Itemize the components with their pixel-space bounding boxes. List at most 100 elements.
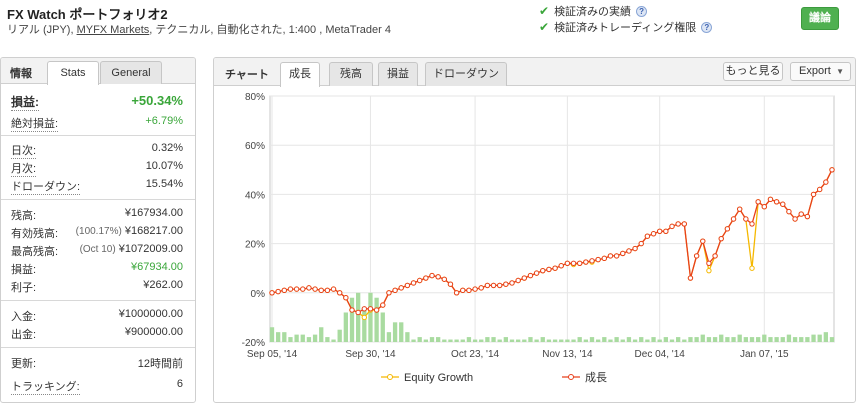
growth-point (675, 221, 681, 227)
stat-value: 12時間前 (137, 358, 183, 370)
bar (743, 337, 748, 342)
bar (614, 337, 619, 342)
stat-label[interactable]: トラッキング: (11, 378, 80, 395)
growth-point (626, 248, 632, 254)
stat-label: 入金: (11, 311, 37, 323)
chart-panel: チャート 成長 残高 損益 ドローダウン もっと見る Export ▼ 80% 60… (213, 57, 856, 403)
stat-withdrawals: 出金: ¥900000.00 (11, 326, 183, 342)
tab-drawdown[interactable]: ドローダウン (425, 62, 507, 86)
bar (294, 334, 299, 342)
stat-label: 最高残高: (11, 246, 59, 258)
tab-stats[interactable]: Stats (47, 61, 99, 85)
tab-balance[interactable]: 残高 (329, 62, 373, 86)
verified-track-record: ✔ 検証済みの実績 ? (539, 3, 648, 19)
growth-point (816, 186, 823, 193)
bar (528, 337, 533, 342)
bar (331, 339, 336, 342)
bar (676, 337, 681, 342)
bar (817, 334, 822, 342)
growth-point (613, 253, 620, 259)
x-tick-label: Oct 23, '14 (451, 349, 499, 360)
tab-growth[interactable]: 成長 (280, 62, 320, 87)
page-title: FX Watch ポートフォリオ2 (7, 7, 168, 22)
growth-point (730, 216, 737, 222)
stat-label[interactable]: 月次: (11, 160, 37, 177)
bar (805, 337, 810, 342)
growth-point (355, 309, 361, 316)
broker-link[interactable]: MYFX Markets (76, 24, 150, 36)
growth-point (312, 286, 318, 292)
export-dropdown[interactable]: Export ▼ (790, 62, 851, 81)
check-icon: ✔ (539, 20, 550, 34)
plot-area (269, 95, 835, 343)
chart-tab-bar: チャート 成長 残高 損益 ドローダウン もっと見る Export ▼ (214, 58, 855, 87)
info-label: 情報 (10, 68, 32, 80)
more-button[interactable]: もっと見る (723, 62, 783, 81)
growth-point (380, 302, 386, 308)
bar (626, 337, 632, 342)
growth-point (373, 307, 380, 313)
growth-point (441, 276, 448, 282)
divider (1, 135, 195, 136)
growth-point (281, 287, 288, 294)
growth-point (712, 253, 718, 259)
growth-point (761, 204, 768, 210)
stat-value: +6.79% (145, 115, 183, 127)
stat-deposits: 入金: ¥1000000.00 (11, 308, 183, 324)
stat-label[interactable]: 損益: (11, 95, 39, 111)
bar (319, 327, 324, 342)
bar (731, 337, 736, 342)
bar (571, 339, 576, 342)
help-icon[interactable]: ? (636, 5, 648, 17)
stat-label[interactable]: ドローダウン: (11, 178, 81, 195)
bar (349, 297, 355, 342)
tab-profit[interactable]: 損益 (378, 62, 418, 86)
bar (712, 337, 718, 342)
bar (589, 337, 595, 342)
bar (682, 339, 687, 342)
verified-track-label: 検証済みの実績 (554, 6, 632, 18)
growth-point (792, 216, 798, 222)
y-tick-label: 40% (245, 190, 265, 201)
growth-chart: 80% 60% 40% 20% 0% -20%Sep 05, '14 Sep 30, '14… (242, 92, 835, 384)
bar (620, 339, 625, 342)
stat-balance: 残高: ¥167934.00 (11, 207, 183, 223)
stat-value: +50.34% (131, 93, 183, 108)
growth-point (490, 282, 497, 289)
bar (362, 307, 367, 342)
account-subtitle: リアル (JPY), MYFX Markets, テクニカル, 自動化された, … (7, 21, 391, 37)
y-tick-label: 20% (245, 240, 265, 251)
bar (485, 337, 490, 342)
chevron-down-icon: ▼ (836, 67, 844, 76)
bar (491, 337, 496, 342)
growth-point (564, 260, 571, 266)
legend-growth-label: 成長 (585, 371, 607, 384)
growth-point (287, 286, 294, 292)
stat-value: 0.32% (151, 142, 183, 154)
growth-point (466, 287, 472, 294)
bar (380, 312, 385, 342)
growth-point (724, 226, 731, 232)
growth-point (570, 260, 577, 266)
growth-point (780, 201, 786, 207)
legend-equity-label: Equity Growth (404, 372, 473, 384)
growth-point (749, 221, 755, 227)
bar (706, 337, 712, 342)
growth-point (423, 275, 429, 281)
growth-point (736, 206, 743, 212)
stat-label: 残高: (11, 210, 37, 222)
stat-label[interactable]: 絶対損益: (11, 115, 59, 132)
y-tick-label: 0% (251, 289, 266, 300)
help-icon[interactable]: ? (701, 21, 713, 33)
growth-point (576, 260, 583, 266)
discuss-button[interactable]: 議論 (801, 7, 839, 30)
growth-point (269, 290, 275, 296)
growth-point (700, 238, 706, 244)
stat-label[interactable]: 日次: (11, 142, 37, 159)
growth-point (829, 167, 835, 173)
chart-label: チャート (225, 69, 269, 81)
stat-drawdown: ドローダウン: 15.54% (11, 178, 183, 195)
bar (559, 339, 564, 342)
tab-general[interactable]: General (100, 61, 162, 84)
bar (399, 322, 404, 342)
